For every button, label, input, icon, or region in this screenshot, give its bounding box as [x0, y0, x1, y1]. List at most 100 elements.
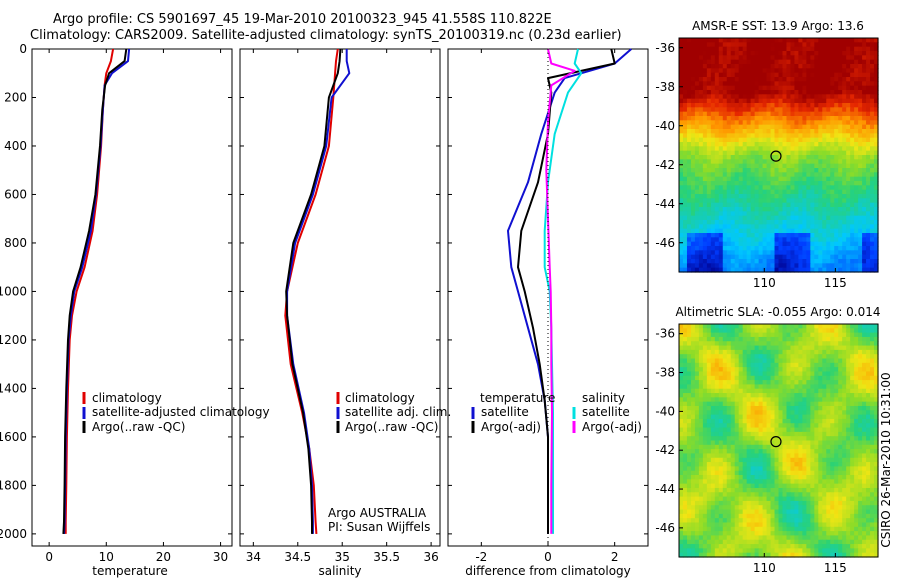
map-cell	[726, 163, 732, 169]
map-cell	[794, 224, 799, 230]
map-cell	[846, 64, 851, 69]
map-cell	[730, 202, 736, 208]
map-cell	[842, 427, 847, 433]
map-cell	[814, 436, 819, 442]
map-cell	[778, 500, 784, 506]
map-cell	[870, 176, 875, 182]
map-cell	[794, 267, 799, 273]
map-cell	[774, 380, 780, 385]
map-cell	[838, 453, 843, 459]
map-cell	[778, 375, 784, 381]
map-cell	[794, 466, 799, 472]
map-cell	[782, 418, 788, 424]
map-cell	[834, 336, 839, 342]
map-cell	[738, 332, 744, 338]
map-cell	[734, 436, 740, 442]
map-cell	[838, 120, 843, 126]
map-cell	[714, 410, 720, 416]
map-cell	[866, 384, 871, 390]
map-cell	[742, 142, 748, 147]
map-cell	[858, 418, 863, 424]
map-cell	[726, 250, 732, 256]
map-cell	[682, 483, 688, 489]
map-cell	[834, 444, 839, 450]
map-cell	[850, 59, 855, 65]
map-cell	[850, 77, 855, 82]
map-cell	[742, 345, 748, 351]
map-cell	[730, 423, 736, 429]
map-cell	[798, 496, 803, 502]
map-cell	[858, 341, 863, 347]
map-cell	[706, 215, 712, 221]
map-cell	[870, 215, 875, 221]
title-line-2: Climatology: CARS2009. Satellite-adjuste…	[30, 28, 622, 43]
map-cell	[806, 137, 811, 143]
map-cell	[834, 94, 839, 100]
map-cell	[814, 405, 819, 411]
map-cell	[690, 466, 696, 472]
map-cell	[830, 94, 835, 100]
map-cell	[774, 345, 780, 351]
map-cell	[822, 202, 827, 208]
map-cell	[810, 146, 815, 152]
map-cell	[778, 163, 784, 169]
map-cell	[866, 38, 871, 43]
map-cell	[746, 479, 752, 485]
map-cell	[774, 85, 780, 91]
map-cell	[706, 259, 712, 264]
map-cell	[866, 129, 871, 134]
map-cell	[694, 59, 700, 65]
map-cell	[818, 405, 823, 411]
map-cell	[746, 85, 752, 91]
map-cell	[722, 457, 728, 463]
map-cell	[790, 68, 796, 74]
map-cell	[758, 241, 764, 247]
map-cell	[862, 103, 867, 108]
map-cell	[818, 462, 823, 467]
map-cell	[742, 77, 748, 82]
map-cell	[738, 146, 744, 152]
map-cell	[794, 64, 799, 69]
map-cell	[870, 77, 875, 82]
map-cell	[698, 220, 704, 225]
map-cell	[730, 176, 736, 182]
map-cell	[702, 457, 708, 463]
map-cell	[682, 496, 688, 502]
map-cell	[834, 332, 839, 338]
map-cell	[794, 384, 799, 390]
map-cell	[842, 150, 847, 156]
map-cell	[702, 449, 708, 455]
map-cell	[790, 349, 796, 355]
map-cell	[730, 479, 736, 485]
map-cell	[770, 250, 776, 256]
map-cell	[694, 345, 700, 351]
map-cell	[850, 358, 855, 364]
map-cell	[794, 38, 799, 43]
map-cell	[798, 436, 803, 442]
map-cell	[726, 111, 732, 117]
map-cell	[814, 324, 819, 329]
map-cell	[734, 267, 740, 273]
map-cell	[730, 487, 736, 493]
map-cell	[762, 159, 768, 165]
map-cell	[742, 202, 748, 208]
map-cell	[746, 254, 752, 260]
map-cell	[806, 380, 811, 385]
map-cell	[802, 336, 807, 342]
map-cell	[818, 202, 823, 208]
map-cell	[874, 483, 879, 489]
map-cell	[766, 38, 772, 43]
map-cell	[679, 380, 684, 385]
map-cell	[862, 349, 867, 355]
map-cell	[754, 388, 760, 394]
map-cell	[738, 341, 744, 347]
map-cell	[726, 444, 732, 450]
map-cell	[682, 146, 688, 152]
map-cell	[702, 94, 708, 100]
map-cell	[679, 38, 684, 43]
map-cell	[762, 64, 768, 69]
map-cell	[774, 367, 780, 373]
map-cell	[718, 423, 724, 429]
map-cell	[690, 90, 696, 95]
map-cell	[830, 211, 835, 217]
